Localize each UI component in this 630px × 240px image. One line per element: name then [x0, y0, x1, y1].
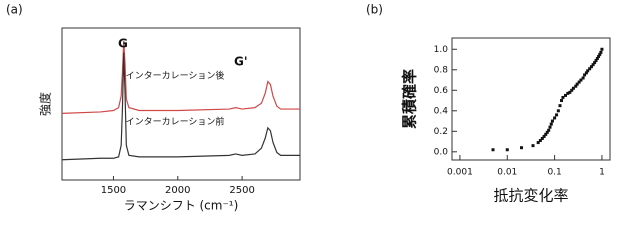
y-tick-label: 1.0 [434, 45, 449, 55]
x-tick-label: 0.001 [447, 168, 473, 178]
data-point [594, 59, 598, 63]
data-point [542, 134, 546, 138]
data-point [540, 136, 544, 140]
panel-label: (a) [6, 3, 23, 17]
data-point [570, 88, 574, 92]
series-label: インターカレーション後 [126, 70, 225, 82]
data-point [566, 91, 570, 95]
data-point [561, 95, 565, 99]
data-point [550, 119, 554, 123]
y-tick-label: 0.0 [434, 147, 449, 157]
y-axis-label: 強度 [38, 92, 53, 116]
data-point [531, 144, 535, 148]
spectrum-line [61, 40, 300, 115]
data-point [584, 71, 588, 75]
data-point [597, 54, 601, 58]
panel-label: (b) [366, 3, 383, 17]
x-tick-label: 0.01 [497, 168, 517, 178]
data-point [591, 63, 595, 67]
y-tick-label: 0.6 [434, 86, 449, 96]
data-point [577, 80, 581, 84]
data-point [598, 52, 602, 56]
x-tick-label: 0.1 [547, 168, 561, 178]
data-point [549, 122, 553, 126]
data-point [586, 69, 590, 73]
data-point [491, 148, 495, 152]
data-point [575, 82, 579, 86]
data-point [547, 128, 551, 132]
series-label: インターカレーション前 [126, 116, 225, 128]
data-point [593, 61, 597, 65]
annotation: G [118, 37, 128, 51]
plot-frame [451, 37, 611, 161]
data-point [545, 130, 549, 134]
data-point [505, 148, 509, 152]
y-axis-label: 累積確率 [401, 69, 419, 129]
x-tick-label: 1500 [101, 185, 126, 196]
x-tick-label: 2500 [229, 185, 254, 196]
plot-frame [61, 27, 301, 181]
x-tick-label: 2000 [165, 185, 190, 196]
data-point [589, 65, 593, 69]
data-point [571, 86, 575, 90]
y-tick-label: 0.8 [434, 65, 449, 75]
y-tick-label: 0.2 [434, 127, 448, 137]
x-tick-label: 1 [599, 168, 605, 178]
data-point [581, 76, 585, 80]
data-point [544, 132, 548, 136]
data-point [538, 139, 542, 143]
data-point [568, 90, 572, 94]
x-axis-label: 抵抗変化率 [493, 187, 568, 205]
data-point [556, 109, 560, 113]
data-point [588, 67, 592, 71]
data-point [574, 84, 578, 88]
data-point [548, 125, 552, 129]
y-tick-label: 0.4 [434, 106, 449, 116]
spectrum-line [61, 52, 300, 161]
data-point [600, 47, 604, 51]
data-point [553, 116, 557, 120]
data-point [560, 99, 564, 103]
annotation: G' [234, 55, 248, 69]
data-point [555, 113, 559, 117]
data-point [583, 73, 587, 77]
data-point [558, 104, 562, 108]
data-point [564, 93, 568, 97]
data-point [595, 57, 599, 61]
x-axis-label: ラマンシフト (cm⁻¹) [124, 199, 239, 213]
data-point [536, 141, 540, 145]
data-point [579, 78, 583, 82]
data-point [520, 146, 524, 150]
data-point [599, 50, 603, 54]
